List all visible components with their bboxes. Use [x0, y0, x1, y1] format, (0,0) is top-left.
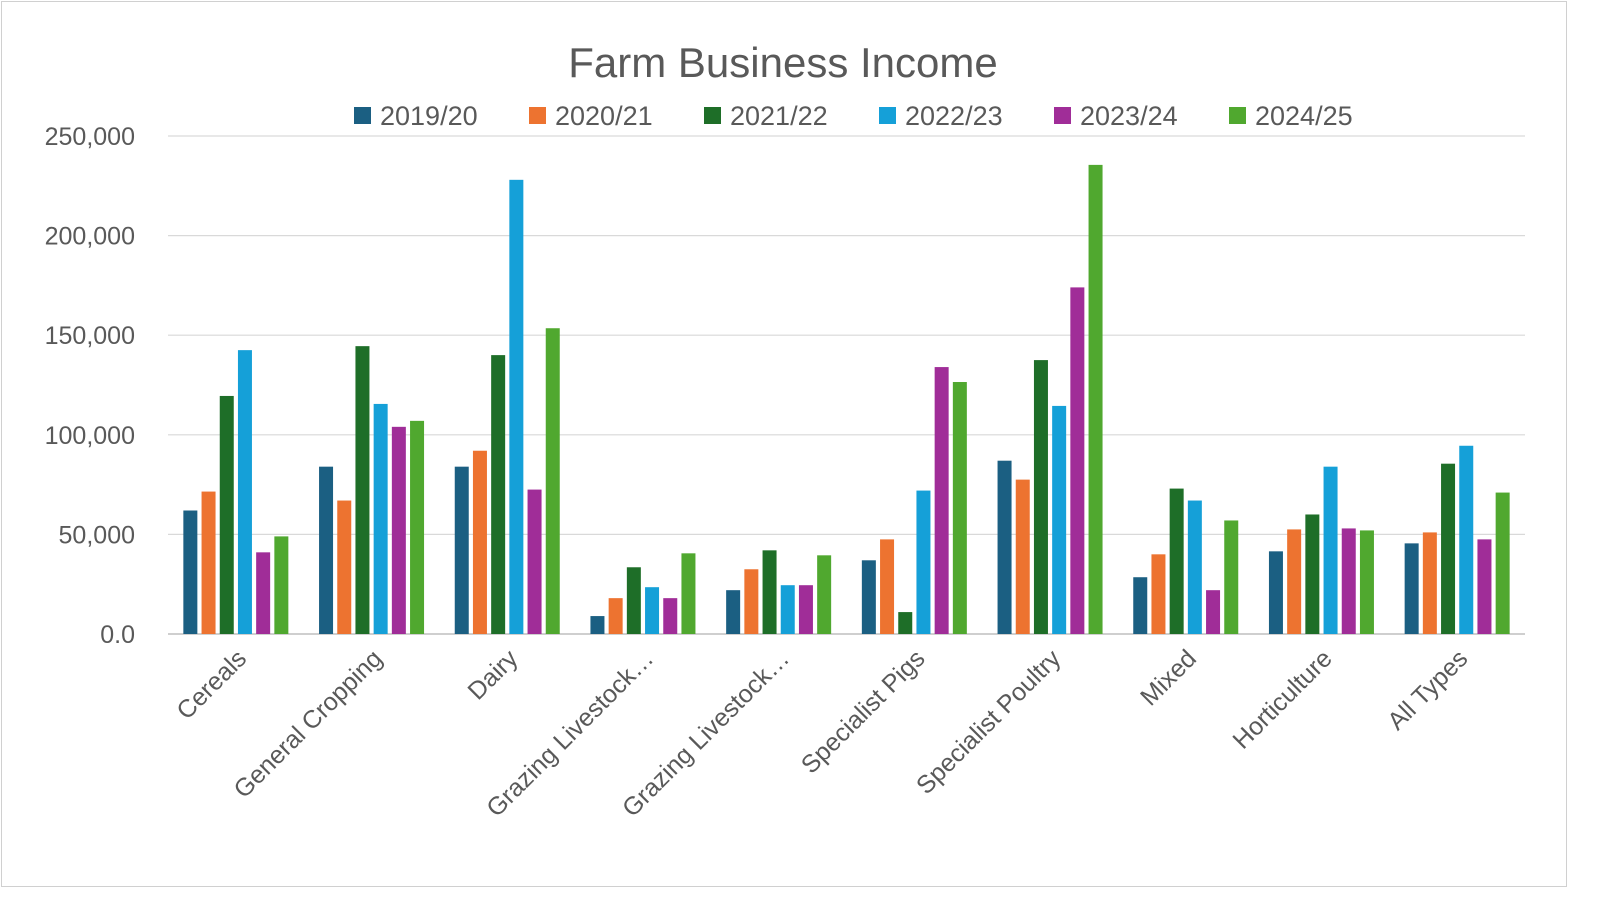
bar-2024-25-9: [1495, 492, 1510, 634]
x-tick-label: Dairy: [462, 644, 523, 705]
bar-2019-20-5: [861, 560, 876, 634]
bar-2022-23-0: [237, 350, 252, 634]
bar-2021-22-1: [355, 346, 370, 634]
bar-2023-24-9: [1477, 539, 1492, 634]
bar-2021-22-6: [1033, 360, 1048, 634]
bar-2019-20-8: [1268, 551, 1283, 634]
y-tick-label: 50,000: [59, 521, 135, 549]
bar-2020-21-0: [201, 491, 216, 634]
bar-2021-22-4: [762, 550, 777, 634]
bar-2023-24-7: [1206, 590, 1221, 634]
y-tick-label: 0.0: [100, 621, 135, 649]
bar-2024-25-3: [681, 553, 696, 634]
bar-2019-20-7: [1133, 577, 1148, 634]
x-tick-label: Mixed: [1135, 644, 1202, 711]
bar-2022-23-9: [1459, 445, 1474, 634]
x-tick-label: General Cropping: [228, 644, 387, 803]
bar-2024-25-6: [1088, 164, 1103, 634]
bar-2024-25-4: [817, 555, 832, 634]
bar-2022-23-5: [916, 490, 931, 634]
bar-2021-22-2: [491, 355, 506, 634]
x-tick-label: Cereals: [171, 644, 252, 725]
bar-2024-25-2: [545, 328, 560, 634]
bar-2020-21-3: [608, 598, 623, 634]
bar-2023-24-3: [663, 598, 678, 634]
legend-swatch: [529, 107, 546, 124]
x-tick-label: Horticulture: [1228, 644, 1338, 754]
bar-2023-24-1: [391, 426, 406, 634]
bar-2020-21-9: [1422, 532, 1437, 634]
bar-2021-22-7: [1169, 488, 1184, 634]
bar-2020-21-8: [1287, 529, 1302, 634]
bar-2024-25-0: [274, 536, 289, 634]
bar-2020-21-5: [880, 539, 895, 634]
bar-2023-24-5: [934, 367, 949, 634]
legend-swatch: [879, 107, 896, 124]
x-tick-label: Specialist Pigs: [796, 644, 931, 779]
bar-2019-20-6: [997, 460, 1012, 634]
bar-2022-23-2: [509, 179, 524, 634]
bar-2022-23-8: [1323, 466, 1338, 634]
bar-2024-25-8: [1359, 530, 1374, 634]
bar-2020-21-2: [472, 450, 487, 634]
bar-2021-22-0: [219, 395, 234, 634]
bar-2019-20-2: [454, 466, 469, 634]
bar-2020-21-4: [744, 569, 759, 634]
bar-2024-25-5: [952, 382, 967, 634]
bar-2022-23-1: [373, 403, 388, 634]
bar-2022-23-7: [1187, 500, 1202, 634]
bar-2020-21-1: [337, 500, 352, 634]
y-tick-label: 100,000: [45, 422, 135, 450]
bar-2024-25-7: [1224, 520, 1239, 634]
bar-2020-21-6: [1015, 479, 1030, 634]
bar-2019-20-9: [1404, 543, 1419, 634]
bar-2019-20-1: [319, 466, 334, 634]
bar-2023-24-2: [527, 489, 542, 634]
legend-label: 2021/22: [730, 101, 828, 131]
y-tick-label: 200,000: [45, 223, 135, 251]
bar-2021-22-9: [1441, 463, 1456, 634]
chart-area: [1, 1, 1567, 887]
bar-2022-23-4: [780, 585, 795, 634]
y-tick-label: 250,000: [45, 123, 135, 151]
bar-2019-20-4: [726, 590, 741, 634]
bar-2023-24-0: [256, 552, 271, 634]
legend-label: 2020/21: [555, 101, 653, 131]
bar-2024-25-1: [410, 420, 425, 634]
y-tick-label: 150,000: [45, 322, 135, 350]
bar-2019-20-0: [183, 510, 198, 634]
bar-2023-24-6: [1070, 287, 1085, 634]
legend-swatch: [1229, 107, 1246, 124]
x-tick-label: Specialist Poultry: [911, 644, 1067, 800]
legend-swatch: [704, 107, 721, 124]
chart-title: Farm Business Income: [568, 39, 997, 86]
bar-2022-23-3: [645, 587, 660, 634]
legend-label: 2022/23: [905, 101, 1003, 131]
bar-2021-22-5: [898, 612, 913, 634]
bar-2023-24-8: [1341, 528, 1356, 634]
bar-2021-22-3: [626, 567, 641, 634]
x-tick-label: All Types: [1382, 644, 1473, 735]
legend-swatch: [354, 107, 371, 124]
bar-2021-22-8: [1305, 514, 1320, 634]
legend-label: 2019/20: [380, 101, 478, 131]
legend-label: 2024/25: [1255, 101, 1353, 131]
bar-2023-24-4: [798, 585, 813, 634]
bar-2020-21-7: [1151, 554, 1166, 634]
bar-2022-23-6: [1052, 405, 1067, 634]
bar-2019-20-3: [590, 616, 605, 634]
legend-label: 2023/24: [1080, 101, 1178, 131]
legend-swatch: [1054, 107, 1071, 124]
